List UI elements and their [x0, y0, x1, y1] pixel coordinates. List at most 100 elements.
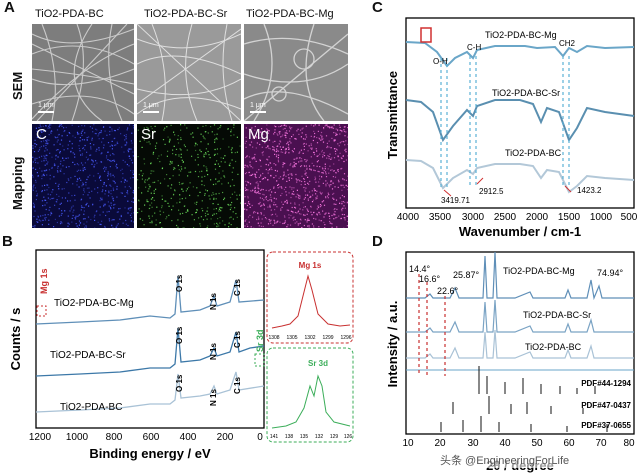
map-speckle	[244, 166, 246, 168]
map-speckle	[63, 159, 65, 161]
map-speckle	[84, 218, 86, 220]
map-speckle	[192, 186, 194, 188]
map-speckle	[254, 187, 257, 189]
map-speckle	[183, 227, 185, 228]
map-speckle	[32, 225, 34, 227]
map-speckle	[251, 157, 253, 159]
col-title-bc-sr: TiO2-PDA-BC-Sr	[144, 8, 228, 20]
map-speckle	[43, 158, 45, 160]
map-speckle	[85, 204, 87, 206]
map-speckle	[107, 201, 109, 203]
map-speckle	[188, 186, 190, 188]
map-speckle	[125, 134, 127, 136]
map-speckle	[213, 124, 216, 126]
map-speckle	[127, 127, 129, 129]
map-speckle	[166, 174, 168, 176]
map-speckle	[279, 146, 281, 148]
map-speckle	[234, 152, 236, 154]
map-speckle	[215, 138, 217, 140]
map-speckle	[316, 137, 318, 139]
map-speckle	[334, 148, 336, 150]
map-speckle	[151, 128, 153, 130]
map-speckle	[250, 166, 252, 168]
map-speckle	[283, 215, 286, 217]
map-speckle	[316, 197, 318, 199]
map-speckle	[111, 128, 113, 130]
map-speckle	[336, 149, 338, 151]
map-speckle	[125, 219, 127, 222]
map-speckle	[267, 172, 269, 174]
map-speckle	[155, 188, 157, 190]
map-speckle	[228, 164, 230, 166]
map-speckle	[302, 143, 305, 145]
map-speckle	[340, 218, 342, 220]
map-speckle	[252, 137, 254, 139]
map-speckle	[342, 178, 344, 180]
map-speckle	[213, 154, 216, 156]
map-speckle	[45, 199, 47, 201]
map-speckle	[321, 176, 323, 178]
map-speckle	[172, 205, 174, 207]
map-speckle	[313, 188, 315, 190]
map-speckle	[295, 163, 297, 165]
map-speckle	[321, 139, 323, 141]
map-speckle	[302, 209, 304, 211]
map-speckle	[245, 136, 247, 138]
map-speckle	[67, 222, 69, 224]
map-speckle	[217, 181, 219, 183]
map-speckle	[57, 156, 59, 158]
map-speckle	[288, 152, 290, 154]
map-speckle	[326, 142, 328, 144]
map-speckle	[263, 208, 265, 210]
map-speckle	[303, 224, 305, 227]
xrd-xtick: 30	[467, 438, 479, 449]
map-speckle	[55, 149, 58, 151]
map-speckle	[114, 137, 116, 139]
map-speckle	[249, 144, 251, 146]
map-speckle	[32, 174, 34, 176]
map-speckle	[129, 157, 131, 159]
map-speckle	[34, 146, 36, 148]
map-speckle	[95, 160, 97, 162]
map-speckle	[92, 161, 94, 163]
map-speckle	[334, 139, 336, 141]
col-title-bc-mg: TiO2-PDA-BC-Mg	[246, 8, 334, 20]
map-speckle	[285, 151, 287, 153]
map-speckle	[56, 141, 58, 143]
map-speckle	[124, 161, 126, 163]
map-speckle	[280, 186, 282, 188]
map-speckle	[75, 215, 77, 217]
map-speckle	[321, 151, 323, 153]
map-speckle	[65, 126, 67, 129]
map-speckle	[82, 147, 84, 150]
map-speckle	[49, 124, 51, 126]
map-speckle	[233, 124, 235, 126]
map-speckle	[69, 132, 71, 134]
xps-series-sr	[35, 327, 265, 377]
map-speckle	[152, 181, 154, 184]
map-speckle	[333, 198, 335, 200]
map-speckle	[301, 227, 303, 228]
map-speckle	[253, 212, 255, 214]
map-speckle	[182, 161, 184, 163]
map-speckle	[78, 224, 80, 226]
svg-text:1305: 1305	[286, 335, 297, 341]
map-speckle	[44, 184, 46, 186]
map-speckle	[142, 219, 144, 221]
map-speckle	[337, 128, 339, 131]
map-speckle	[123, 151, 125, 153]
pdf-44-1294-sticks	[478, 366, 596, 394]
map-speckle	[182, 212, 184, 214]
map-speckle	[285, 186, 287, 188]
map-speckle	[59, 143, 61, 145]
map-speckle	[165, 218, 167, 220]
map-speckle	[260, 225, 262, 227]
map-speckle	[236, 227, 238, 228]
map-speckle	[69, 140, 71, 142]
map-speckle	[99, 176, 101, 178]
map-speckle	[228, 204, 230, 206]
map-speckle	[344, 126, 346, 128]
map-speckle	[130, 212, 133, 215]
map-speckle	[340, 157, 342, 159]
map-speckle	[276, 215, 278, 217]
